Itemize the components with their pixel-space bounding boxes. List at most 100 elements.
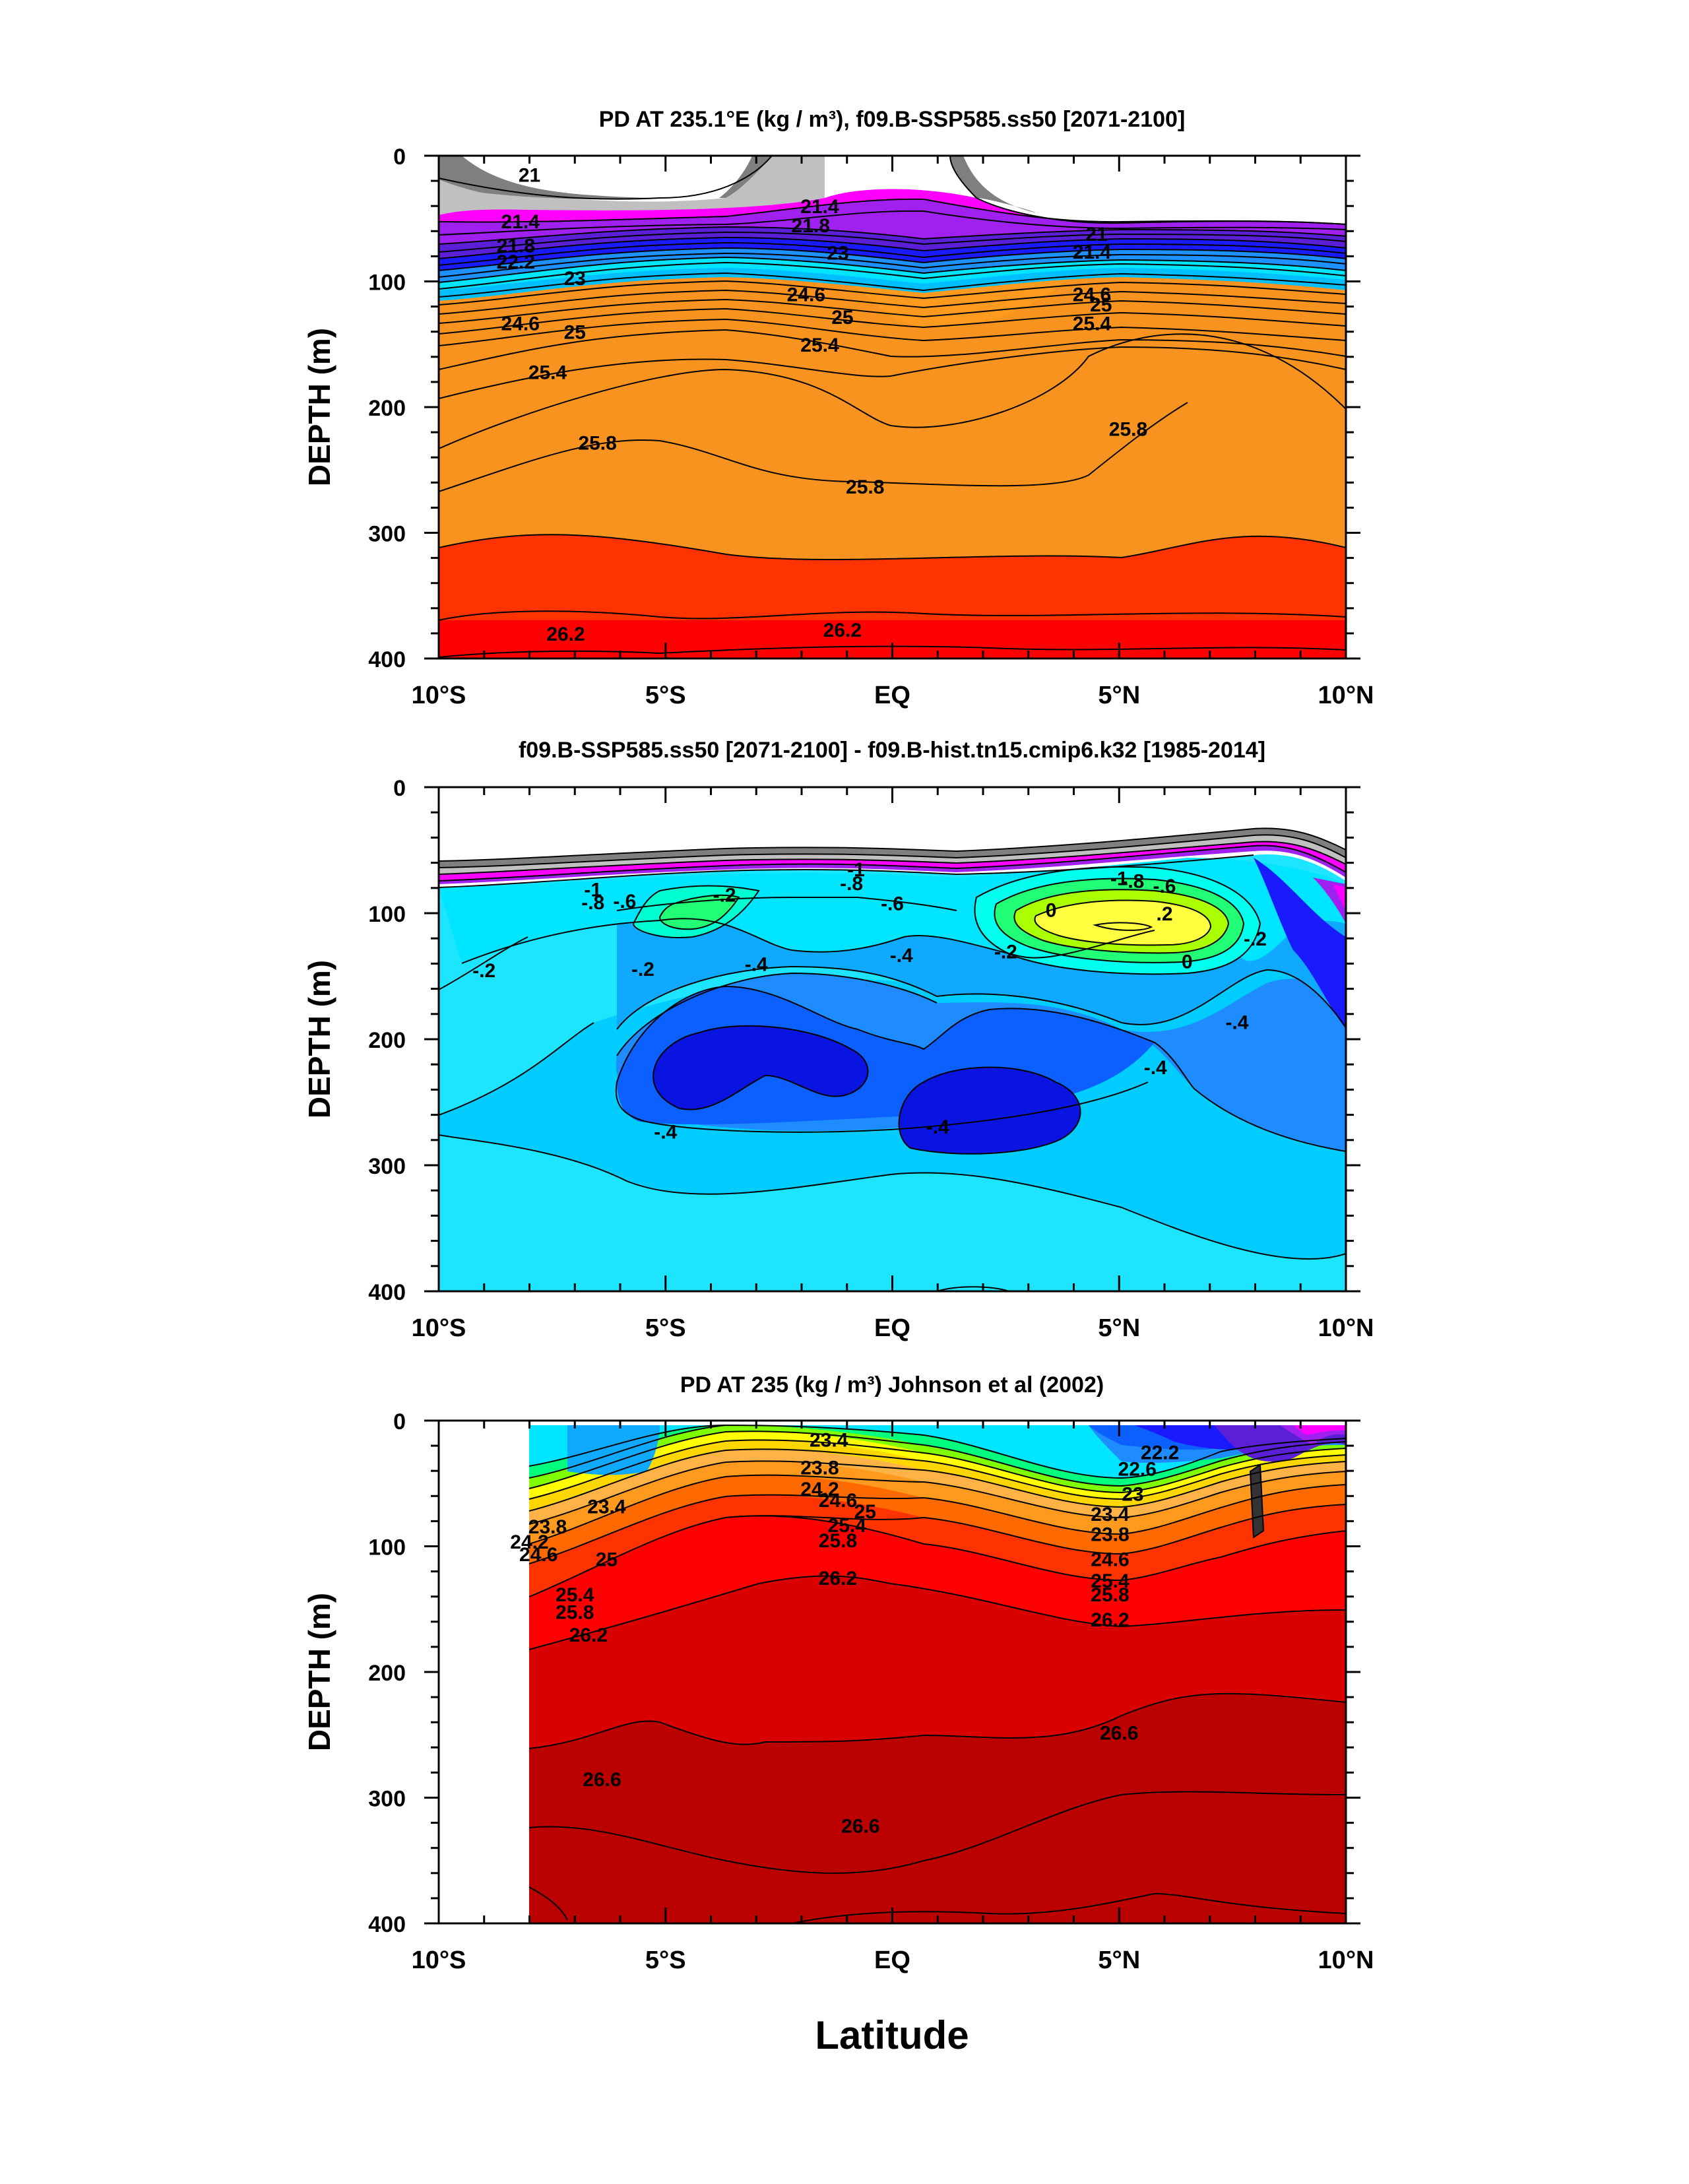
contour-label: 24.6 (819, 1490, 857, 1512)
contour-label: 25 (596, 1549, 618, 1571)
contour-label: 24.6 (501, 313, 540, 335)
contour-label: 22.6 (1118, 1458, 1157, 1480)
contour-label: 25.8 (556, 1602, 594, 1624)
x-tick-label: EQ (874, 682, 910, 709)
contour-label: 26.6 (841, 1815, 879, 1837)
contour-label: .2 (1156, 903, 1172, 925)
contour-label: -.4 (926, 1116, 949, 1138)
contour-label: 25.4 (528, 362, 567, 384)
contour-label: 26.2 (546, 624, 585, 645)
contour-label: 24.2 (510, 1531, 548, 1553)
y-tick-label: 400 (368, 647, 406, 672)
x-tick-label: 10°N (1318, 1314, 1374, 1342)
contour-label: -.6 (881, 893, 904, 915)
contour-label: -.4 (1225, 1012, 1248, 1033)
contour-label: 25.4 (556, 1584, 594, 1606)
y-tick-label: 100 (368, 902, 406, 927)
contour-label: 25 (854, 1501, 876, 1523)
contour-label: 0 (1182, 951, 1193, 973)
contour-label: -1 (1110, 868, 1128, 890)
x-tick-label: 5°S (645, 682, 686, 709)
panel-3-y-axis-label: DEPTH (m) (302, 1593, 336, 1751)
contour-label: 26.2 (1091, 1609, 1129, 1631)
y-tick-label: 400 (368, 1280, 406, 1305)
contour-label: -.8 (1121, 870, 1144, 892)
contour-label: -.2 (472, 960, 495, 982)
panel-3: PD AT 235 (kg / m³) Johnson et al (2002) (302, 1372, 1374, 1974)
contour-label: 25.8 (1109, 418, 1147, 440)
contour-label: -.2 (994, 941, 1017, 963)
panel-1: PD AT 235.1°E (kg / m³), f09.B-SSP585.ss… (302, 107, 1374, 709)
x-tick-label: 10°N (1318, 682, 1374, 709)
contour-label: 25.8 (846, 476, 884, 498)
panel-2-title: f09.B-SSP585.ss50 [2071-2100] - f09.B-hi… (519, 738, 1265, 763)
x-tick-label: 5°N (1098, 1946, 1140, 1974)
contour-label: 24.6 (519, 1544, 558, 1566)
panel-2-contour-fill (439, 787, 1346, 1291)
panel-1-contour-fill (439, 156, 1346, 658)
y-tick-label: 0 (393, 1409, 406, 1434)
x-tick-label: 5°N (1098, 1314, 1140, 1342)
y-tick-label: 0 (393, 145, 406, 170)
x-tick-label: 10°S (412, 682, 466, 709)
contour-label: 26.2 (569, 1624, 608, 1646)
contour-label: -.4 (890, 945, 913, 967)
contour-label: 26.6 (1100, 1722, 1138, 1744)
x-tick-label: EQ (874, 1314, 910, 1342)
x-tick-label: 10°S (412, 1314, 466, 1342)
contour-label: -.6 (613, 891, 636, 913)
contour-label: 25.4 (800, 335, 839, 356)
contour-label: 21.8 (792, 215, 830, 237)
contour-label: 25.4 (828, 1515, 867, 1537)
contour-label: 25 (564, 322, 586, 344)
panel-2-y-axis-label: DEPTH (m) (302, 960, 336, 1118)
contour-label: 25.8 (578, 432, 616, 454)
contour-label: 23 (1122, 1483, 1143, 1505)
contour-label: -.4 (1144, 1057, 1167, 1079)
y-tick-label: 300 (368, 522, 406, 547)
contour-label: 22.2 (497, 251, 535, 273)
contour-label: 25.4 (1073, 313, 1112, 335)
contour-label: 26.2 (823, 620, 862, 641)
contour-label: 24.6 (1091, 1549, 1129, 1571)
x-tick-label: 5°S (645, 1314, 686, 1342)
contour-label: 21.8 (497, 235, 535, 257)
contour-label: -.4 (654, 1121, 677, 1143)
contour-label: 24.6 (787, 284, 825, 306)
contour-label: 26.6 (583, 1769, 621, 1791)
contour-label: 0 (1046, 899, 1057, 921)
contour-label: 21.4 (800, 196, 839, 218)
contour-label: 23.4 (587, 1496, 626, 1518)
contour-label: 21.4 (501, 211, 540, 233)
contour-label: 26.2 (819, 1568, 857, 1590)
contour-label: -.2 (1244, 928, 1267, 950)
contour-label: 23.8 (800, 1457, 839, 1479)
contour-label: 22.2 (1141, 1442, 1179, 1464)
panel-3-ticks (424, 1419, 1360, 1925)
y-tick-label: 200 (368, 1028, 406, 1053)
x-tick-label: 10°S (412, 1946, 466, 1974)
x-axis-label: Latitude (815, 2013, 969, 2057)
panel-3-title: PD AT 235 (kg / m³) Johnson et al (2002) (680, 1372, 1104, 1397)
contour-label: 23 (564, 268, 586, 290)
contour-label: 23.8 (1091, 1524, 1129, 1545)
contour-label: 23.8 (528, 1516, 567, 1538)
contour-label: -.8 (840, 873, 863, 895)
y-tick-label: 200 (368, 1661, 406, 1686)
contour-label: 21 (1085, 224, 1107, 245)
panel-1-title: PD AT 235.1°E (kg / m³), f09.B-SSP585.ss… (599, 107, 1186, 132)
contour-label: -.2 (713, 884, 736, 906)
panel-2: f09.B-SSP585.ss50 [2071-2100] - f09.B-hi… (302, 738, 1374, 1342)
contour-label: -.8 (581, 892, 604, 914)
panel-2-ticks (424, 786, 1360, 1293)
y-tick-label: 300 (368, 1154, 406, 1179)
contour-label: 23.4 (1091, 1504, 1130, 1526)
contour-label: 25.8 (819, 1530, 857, 1552)
y-tick-label: 100 (368, 271, 406, 296)
contour-label: 23 (827, 243, 848, 265)
contour-label: 21.4 (1073, 241, 1112, 263)
contour-label: 25.4 (1091, 1570, 1130, 1592)
x-tick-label: 10°N (1318, 1946, 1374, 1974)
